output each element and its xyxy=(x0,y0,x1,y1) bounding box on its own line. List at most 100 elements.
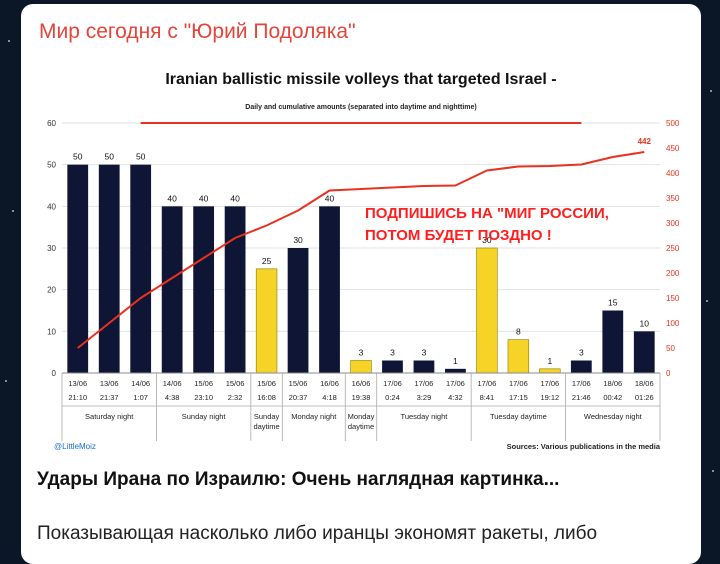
y-left-tick-label: 0 xyxy=(52,369,57,378)
x-tick-time: 21:37 xyxy=(100,393,119,402)
x-tick-date: 17/06 xyxy=(415,379,434,388)
bar xyxy=(350,360,372,374)
group-label-line2: daytime xyxy=(348,422,374,431)
x-tick-date: 17/06 xyxy=(446,379,465,388)
x-tick-time: 4:32 xyxy=(448,393,463,402)
x-tick-date: 14/06 xyxy=(163,379,182,388)
bar xyxy=(570,360,592,373)
x-tick-time: 19:38 xyxy=(352,393,371,402)
x-tick-date: 17/06 xyxy=(509,379,528,388)
x-tick-date: 17/06 xyxy=(540,379,559,388)
bar-value-label: 50 xyxy=(104,152,114,162)
x-tick-time: 16:08 xyxy=(257,393,276,402)
y-left-tick-label: 20 xyxy=(47,286,56,295)
bar-value-label: 1 xyxy=(547,356,552,366)
bar-value-label: 1 xyxy=(453,356,458,366)
x-tick-time: 0:24 xyxy=(385,393,400,402)
group-label: Tuesday daytime xyxy=(490,412,547,421)
x-tick-date: 16/06 xyxy=(320,379,339,388)
bar-value-label: 15 xyxy=(608,298,618,308)
bar xyxy=(382,360,403,373)
chart-subtitle: Daily and cumulative amounts (separated … xyxy=(245,104,476,111)
bar xyxy=(193,206,215,373)
x-tick-time: 4:38 xyxy=(165,393,180,402)
x-tick-time: 01:26 xyxy=(635,393,654,402)
bar-value-label: 40 xyxy=(325,193,335,203)
bar xyxy=(633,331,655,373)
y-right-tick-label: 400 xyxy=(666,169,680,178)
x-tick-time: 19:12 xyxy=(540,393,559,402)
bar xyxy=(319,206,340,373)
bar-value-label: 50 xyxy=(136,152,146,162)
x-tick-time: 20:37 xyxy=(289,393,308,402)
y-right-tick-label: 100 xyxy=(666,319,680,328)
group-label-line1: Monday xyxy=(348,412,375,421)
x-tick-date: 17/06 xyxy=(478,379,497,388)
x-tick-time: 00:42 xyxy=(603,393,622,402)
group-label: Sunday night xyxy=(182,412,227,421)
bar xyxy=(287,248,309,373)
y-right-tick-label: 300 xyxy=(666,219,680,228)
bar-value-label: 10 xyxy=(640,318,650,328)
x-tick-time: 17:15 xyxy=(509,393,528,402)
x-tick-date: 15/06 xyxy=(257,379,276,388)
x-tick-date: 15/06 xyxy=(194,379,213,388)
bar xyxy=(224,206,246,373)
post-card: Мир сегодня с "Юрий Подоляка" Iranian ba… xyxy=(21,4,701,564)
bar-value-label: 3 xyxy=(422,348,427,358)
bar-value-label: 8 xyxy=(516,327,521,337)
bar xyxy=(476,247,498,374)
y-left-tick-label: 10 xyxy=(47,327,56,336)
y-right-tick-label: 150 xyxy=(666,294,680,303)
bar xyxy=(161,206,183,373)
bar-value-label: 40 xyxy=(199,193,209,203)
bar xyxy=(445,368,466,373)
bar xyxy=(507,339,530,374)
y-right-tick-label: 500 xyxy=(666,119,680,128)
cumulative-line xyxy=(77,151,645,349)
chart-svg: Iranian ballistic missile volleys that t… xyxy=(47,71,680,451)
chart-title: Iranian ballistic missile volleys that t… xyxy=(165,71,556,88)
cumulative-end-label: 442 xyxy=(638,137,652,146)
x-tick-date: 13/06 xyxy=(68,379,87,388)
bar-value-label: 40 xyxy=(167,193,177,203)
bar xyxy=(67,164,89,373)
bar xyxy=(98,164,120,373)
x-tick-date: 15/06 xyxy=(226,379,245,388)
x-tick-date: 17/06 xyxy=(383,379,402,388)
group-label: Saturday night xyxy=(85,412,134,421)
promo-line-2: ПОТОМ БУДЕТ ПОЗДНО ! xyxy=(365,227,552,244)
y-right-tick-label: 350 xyxy=(666,194,680,203)
y-right-tick-label: 50 xyxy=(666,344,675,353)
y-right-tick-label: 250 xyxy=(666,244,680,253)
y-left-tick-label: 30 xyxy=(47,244,56,253)
bar-value-label: 3 xyxy=(359,348,364,358)
post-text: Показывающая насколько либо иранцы эконо… xyxy=(37,523,598,544)
bar-value-label: 40 xyxy=(230,193,240,203)
bar-value-label: 30 xyxy=(482,235,492,245)
x-tick-date: 17/06 xyxy=(572,379,591,388)
bar xyxy=(413,360,435,373)
channel-name[interactable]: Мир сегодня с "Юрий Подоляка" xyxy=(39,20,356,43)
chart-source: Sources: Various publications in the med… xyxy=(507,442,661,451)
x-tick-date: 18/06 xyxy=(603,379,622,388)
x-tick-time: 4:18 xyxy=(322,393,337,402)
x-tick-date: 13/06 xyxy=(100,379,119,388)
promo-line-1: ПОДПИШИСЬ НА "МИГ РОССИИ, xyxy=(365,205,609,222)
bar xyxy=(130,164,152,373)
bar-value-label: 30 xyxy=(293,235,303,245)
group-label-line1: Sunday xyxy=(254,412,280,421)
y-left-tick-label: 60 xyxy=(47,119,56,128)
group-label-line2: daytime xyxy=(253,422,279,431)
x-tick-time: 21:46 xyxy=(572,393,591,402)
bar xyxy=(539,368,561,374)
bar-value-label: 25 xyxy=(262,256,272,266)
chart-credit: @LittleMoiz xyxy=(54,442,96,451)
bar xyxy=(602,310,624,373)
bar xyxy=(255,268,278,374)
bar-value-label: 50 xyxy=(73,152,83,162)
x-tick-date: 14/06 xyxy=(131,379,150,388)
y-right-tick-label: 200 xyxy=(666,269,680,278)
x-tick-date: 16/06 xyxy=(352,379,371,388)
chart-image[interactable]: Iranian ballistic missile volleys that t… xyxy=(34,57,689,457)
